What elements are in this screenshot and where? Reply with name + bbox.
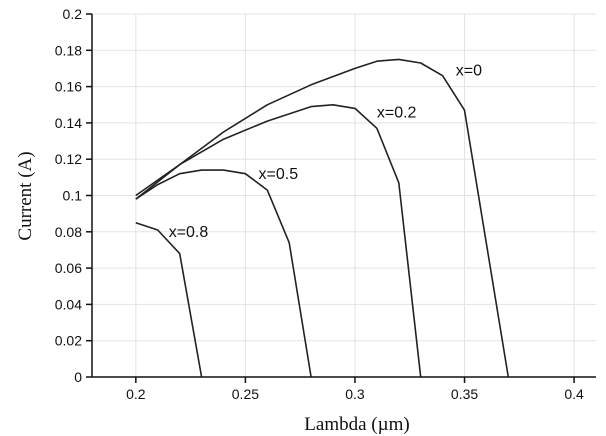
x-tick-label: 0.2 [126,386,146,402]
x-tick-label: 0.4 [564,386,584,402]
y-tick-label: 0.06 [55,260,82,276]
series-line-x-0-8 [135,221,203,378]
series-labels: x=0 x=0.2 x=0.5 x=0.8 [169,63,482,242]
y-tick-label: 0.08 [55,224,82,240]
y-tick-label: 0.1 [63,188,83,204]
series-label-x-0-8: x=0.8 [169,224,209,241]
y-tick-label: 0.04 [55,296,82,312]
series-label-x-0-5: x=0.5 [259,166,299,183]
x-tick-label: 0.25 [232,386,259,402]
axes [86,13,596,383]
series-lines [135,58,510,378]
series-line-x-0-2 [135,104,422,378]
series-label-x-0-2: x=0.2 [377,104,417,121]
series-label-x-0: x=0 [456,63,482,80]
y-tick-label: 0 [74,369,82,385]
y-tick-label: 0.02 [55,333,82,349]
tick-labels: 0.2 0.25 0.3 0.35 0.4 0 0.02 0.04 0.06 0.08 0.1 0.1… [55,6,584,402]
x-tick-label: 0.3 [345,386,365,402]
series-line-x-0 [135,58,510,378]
y-tick-label: 0.18 [55,42,82,58]
grid-lines [92,13,596,378]
y-tick-label: 0.2 [63,6,83,22]
y-tick-label: 0.12 [55,151,82,167]
y-tick-label: 0.14 [55,115,82,131]
series-line-x-0-5 [135,169,312,378]
y-tick-label: 0.16 [55,79,82,95]
x-tick-label: 0.35 [451,386,478,402]
y-axis-title: Current (A) [15,151,36,240]
x-axis-title: Lambda (µm) [304,414,409,435]
